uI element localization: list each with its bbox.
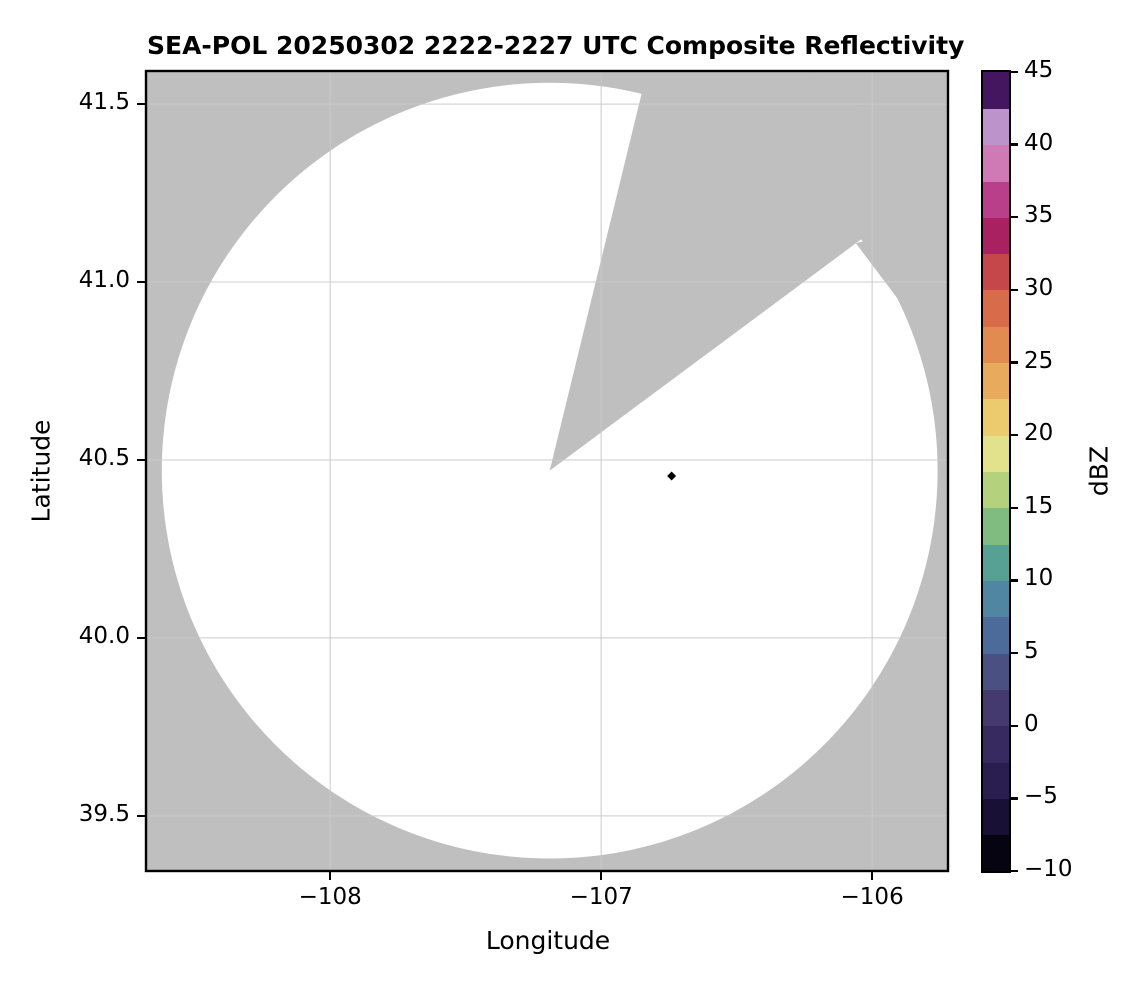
plot-title: SEA-POL 20250302 2222-2227 UTC Composite… (147, 31, 965, 60)
colorbar-band (983, 435, 1009, 473)
y-tick-mark (137, 102, 145, 106)
colorbar-tick-label: 25 (1024, 347, 1054, 374)
colorbar-band (983, 689, 1009, 727)
reflectivity-point (667, 471, 677, 481)
x-tick-label: −108 (298, 884, 362, 910)
colorbar-tick-mark (1011, 288, 1018, 292)
colorbar-tick-label: 45 (1024, 57, 1054, 83)
colorbar-band (983, 180, 1009, 218)
colorbar-band (983, 253, 1009, 291)
colorbar-band (983, 834, 1009, 872)
colorbar-tick-label: 30 (1024, 274, 1054, 301)
y-tick-label: 41.5 (78, 89, 130, 116)
colorbar-tick-mark (1011, 869, 1018, 873)
colorbar-tick-label: −5 (1024, 783, 1058, 810)
edge-notch-wedge (855, 228, 911, 298)
colorbar-tick-label: 15 (1024, 492, 1054, 519)
x-tick-mark (870, 872, 874, 880)
colorbar-tick-label: 40 (1024, 129, 1054, 156)
colorbar-tick-mark (1011, 579, 1018, 582)
y-tick-label: 40.0 (78, 622, 130, 649)
colorbar-band (983, 144, 1009, 182)
colorbar-tick-mark (1011, 797, 1018, 800)
colorbar-tick-label: 5 (1024, 638, 1039, 665)
colorbar-tick-mark (1011, 724, 1018, 727)
colorbar-label: dBZ (1084, 445, 1114, 497)
colorbar-band (983, 725, 1009, 763)
y-tick-mark (137, 280, 145, 284)
y-tick-mark (137, 458, 145, 462)
blocked-sector-wedge (549, 71, 948, 471)
colorbar-tick-label: 20 (1024, 420, 1054, 447)
y-tick-label: 40.5 (78, 444, 130, 471)
x-axis-label: Longitude (485, 926, 611, 955)
colorbar-tick-mark (1011, 433, 1018, 437)
colorbar-tick-mark (1011, 506, 1018, 509)
colorbar-band (983, 616, 1009, 654)
colorbar-band (983, 471, 1009, 509)
colorbar-band (983, 72, 1009, 109)
colorbar-tick-label: 10 (1024, 565, 1054, 592)
colorbar-tick-mark (1011, 361, 1018, 364)
axes-border (144, 69, 950, 873)
x-tick-mark (599, 872, 603, 880)
y-tick-label: 39.5 (78, 800, 130, 827)
y-tick-mark (137, 636, 145, 640)
colorbar-tick-label: 0 (1024, 710, 1039, 737)
x-tick-label: −106 (840, 884, 904, 910)
gridlines (146, 71, 948, 871)
x-tick-mark (329, 872, 332, 880)
colorbar-band (983, 217, 1009, 255)
colorbar-tick-mark (1011, 651, 1018, 655)
colorbar-band (983, 507, 1009, 545)
colorbar-band (983, 326, 1009, 364)
x-tick-label: −107 (569, 884, 633, 910)
colorbar-band (983, 362, 1009, 400)
y-tick-label: 41.0 (78, 267, 130, 294)
no-data-region (146, 71, 948, 871)
colorbar-border (981, 70, 1011, 873)
colorbar-band (983, 108, 1009, 146)
colorbar-tick-label: 35 (1024, 202, 1054, 229)
colorbar-tick-mark (1011, 70, 1018, 74)
colorbar-tick-mark (1011, 216, 1018, 219)
colorbar-tick-mark (1011, 143, 1018, 146)
colorbar-band (983, 289, 1009, 327)
y-axis-label: Latitude (26, 419, 56, 523)
colorbar-band (983, 798, 1009, 836)
colorbar-tick-label: −10 (1024, 856, 1073, 882)
y-tick-mark (137, 814, 145, 818)
colorbar-band (983, 762, 1009, 799)
colorbar-band (983, 544, 1009, 582)
colorbar-band (983, 398, 1009, 436)
colorbar-band (983, 580, 1009, 618)
colorbar-band (983, 653, 1009, 690)
